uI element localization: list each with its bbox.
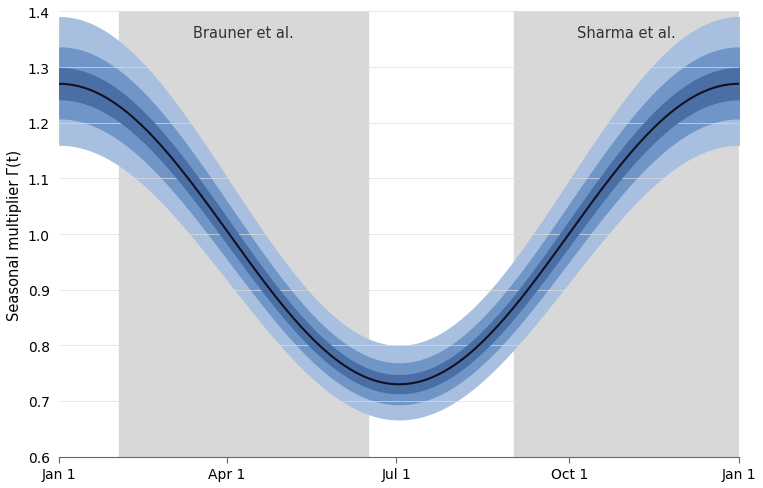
Bar (119, 12, 369, 457)
Text: Brauner et al.: Brauner et al. (193, 26, 294, 41)
Text: Sharma et al.: Sharma et al. (577, 26, 675, 41)
Bar (513, 12, 739, 457)
Y-axis label: Seasonal multiplier Γ(t): Seasonal multiplier Γ(t) (7, 149, 22, 320)
